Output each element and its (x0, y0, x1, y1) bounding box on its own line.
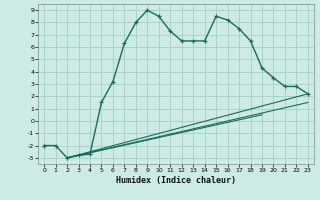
X-axis label: Humidex (Indice chaleur): Humidex (Indice chaleur) (116, 176, 236, 185)
